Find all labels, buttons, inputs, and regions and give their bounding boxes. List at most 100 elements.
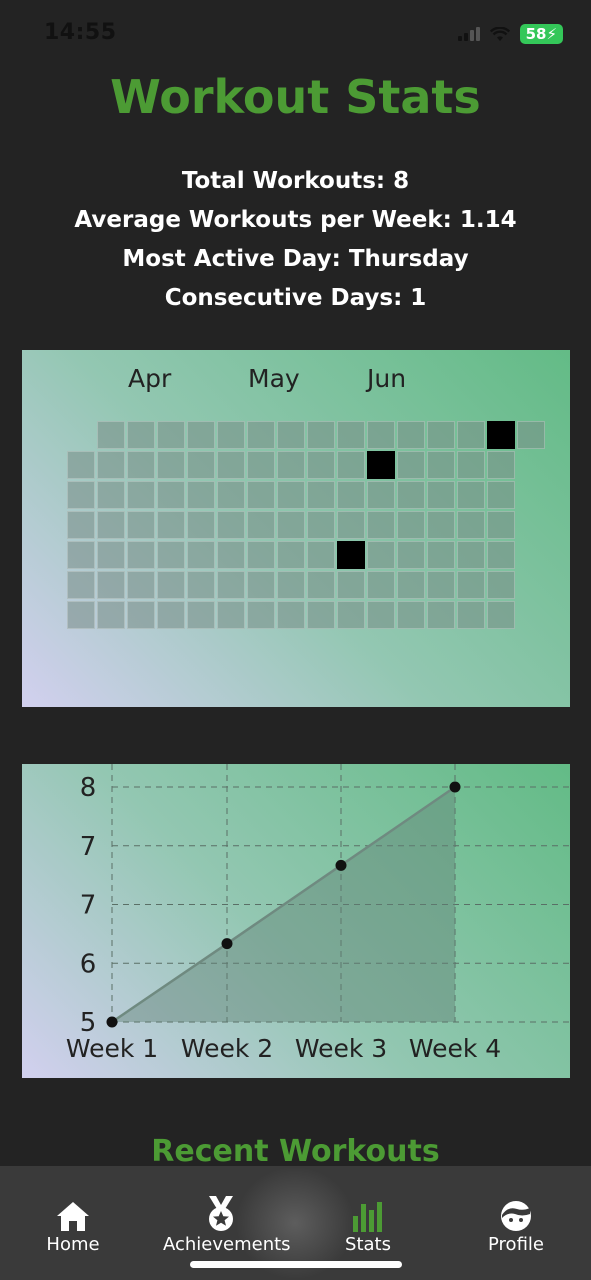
stat-consecutive-days: Consecutive Days: 1 (164, 285, 427, 311)
y-tick-label: 6 (80, 949, 97, 979)
heatmap-cell (307, 451, 335, 479)
data-point (449, 781, 461, 793)
heatmap-cell (157, 451, 185, 479)
heatmap-cell (67, 601, 95, 629)
tab-home[interactable]: Home (45, 1196, 101, 1255)
x-tick-label: Week 1 (66, 1034, 158, 1063)
heatmap-cell (457, 421, 485, 449)
home-icon (57, 1202, 89, 1231)
medal-icon (209, 1196, 233, 1231)
heatmap-cell (367, 571, 395, 599)
heatmap-cell (427, 481, 455, 509)
heatmap-cell (457, 511, 485, 539)
data-point (106, 1016, 118, 1028)
heatmap-cell (487, 571, 515, 599)
battery-indicator: 58⚡ (519, 24, 563, 44)
heatmap-cell (247, 541, 275, 569)
heatmap-cell (277, 451, 305, 479)
heatmap-cell (397, 451, 425, 479)
heatmap-cell (247, 571, 275, 599)
heatmap-cell (427, 421, 455, 449)
recent-workouts-title: Recent Workouts (151, 1134, 440, 1169)
heatmap-cell (187, 571, 215, 599)
heatmap-cell (367, 541, 395, 569)
activity-heatmap: Apr May Jun (22, 350, 570, 707)
data-point (221, 938, 233, 950)
heatmap-cell (187, 481, 215, 509)
heatmap-cell (307, 601, 335, 629)
tab-label: Home (46, 1234, 100, 1255)
profile-face-icon (501, 1201, 531, 1231)
tab-label: Stats (345, 1234, 391, 1255)
heatmap-cell (397, 421, 425, 449)
heatmap-cell (457, 541, 485, 569)
heatmap-cell (487, 601, 515, 629)
heatmap-cell (67, 481, 95, 509)
heatmap-cell (97, 451, 125, 479)
heatmap-cell (457, 571, 485, 599)
heatmap-cell (457, 481, 485, 509)
heatmap-cell (97, 571, 125, 599)
heatmap-cell (277, 601, 305, 629)
heatmap-cell (157, 541, 185, 569)
tab-stats[interactable]: Stats (343, 1196, 393, 1255)
heatmap-cell-active (367, 451, 395, 479)
heatmap-cell (487, 481, 515, 509)
heatmap-cell (67, 571, 95, 599)
heatmap-cell (277, 481, 305, 509)
heatmap-cell (397, 571, 425, 599)
y-tick-label: 7 (80, 891, 97, 921)
y-tick-label: 5 (80, 1008, 97, 1038)
heatmap-cell (307, 541, 335, 569)
heatmap-cell (67, 511, 95, 539)
tab-label: Profile (488, 1234, 544, 1255)
tab-profile[interactable]: Profile (486, 1196, 546, 1255)
heatmap-cell (217, 481, 245, 509)
heatmap-cell (397, 481, 425, 509)
heatmap-cell (487, 511, 515, 539)
heatmap-cell (127, 421, 155, 449)
heatmap-cell (517, 421, 545, 449)
tab-bar: Home Achievements Stats (0, 1166, 591, 1280)
heatmap-cell (367, 601, 395, 629)
heatmap-cell (487, 541, 515, 569)
heatmap-cell (247, 601, 275, 629)
heatmap-cell (397, 511, 425, 539)
heatmap-cell (217, 541, 245, 569)
tab-achievements[interactable]: Achievements (163, 1196, 291, 1255)
status-bar: 14:55 58⚡ (0, 0, 591, 70)
heatmap-cell (187, 451, 215, 479)
heatmap-cell (427, 601, 455, 629)
heatmap-cell (127, 451, 155, 479)
heatmap-cell (337, 481, 365, 509)
series-line (111, 785, 456, 1024)
status-icons: 58⚡ (457, 24, 563, 44)
x-tick-label: Week 2 (181, 1034, 273, 1063)
status-time: 14:55 (44, 20, 117, 45)
heatmap-cell (457, 451, 485, 479)
home-indicator (190, 1261, 402, 1268)
series-area (112, 787, 455, 1022)
line-chart-svg: 5 6 7 7 8 Week 1 Week 2 Week 3 Week 4 (66, 764, 570, 1063)
wifi-icon (489, 26, 510, 41)
heatmap-cell (397, 601, 425, 629)
heatmap-cell (127, 601, 155, 629)
heatmap-cell (337, 421, 365, 449)
heatmap-cell (277, 541, 305, 569)
y-tick-label: 7 (80, 832, 97, 862)
charging-icon: ⚡ (546, 25, 557, 43)
heatmap-grid (22, 350, 570, 707)
heatmap-cell (247, 511, 275, 539)
heatmap-cell (307, 421, 335, 449)
heatmap-cell (277, 571, 305, 599)
heatmap-cell (97, 511, 125, 539)
tab-label: Achievements (163, 1234, 291, 1255)
heatmap-cell (307, 511, 335, 539)
heatmap-cell (97, 541, 125, 569)
heatmap-cell-active (337, 541, 365, 569)
heatmap-cell (217, 571, 245, 599)
heatmap-cell (217, 511, 245, 539)
heatmap-cell (67, 451, 95, 479)
heatmap-cell (217, 601, 245, 629)
heatmap-cell (367, 481, 395, 509)
